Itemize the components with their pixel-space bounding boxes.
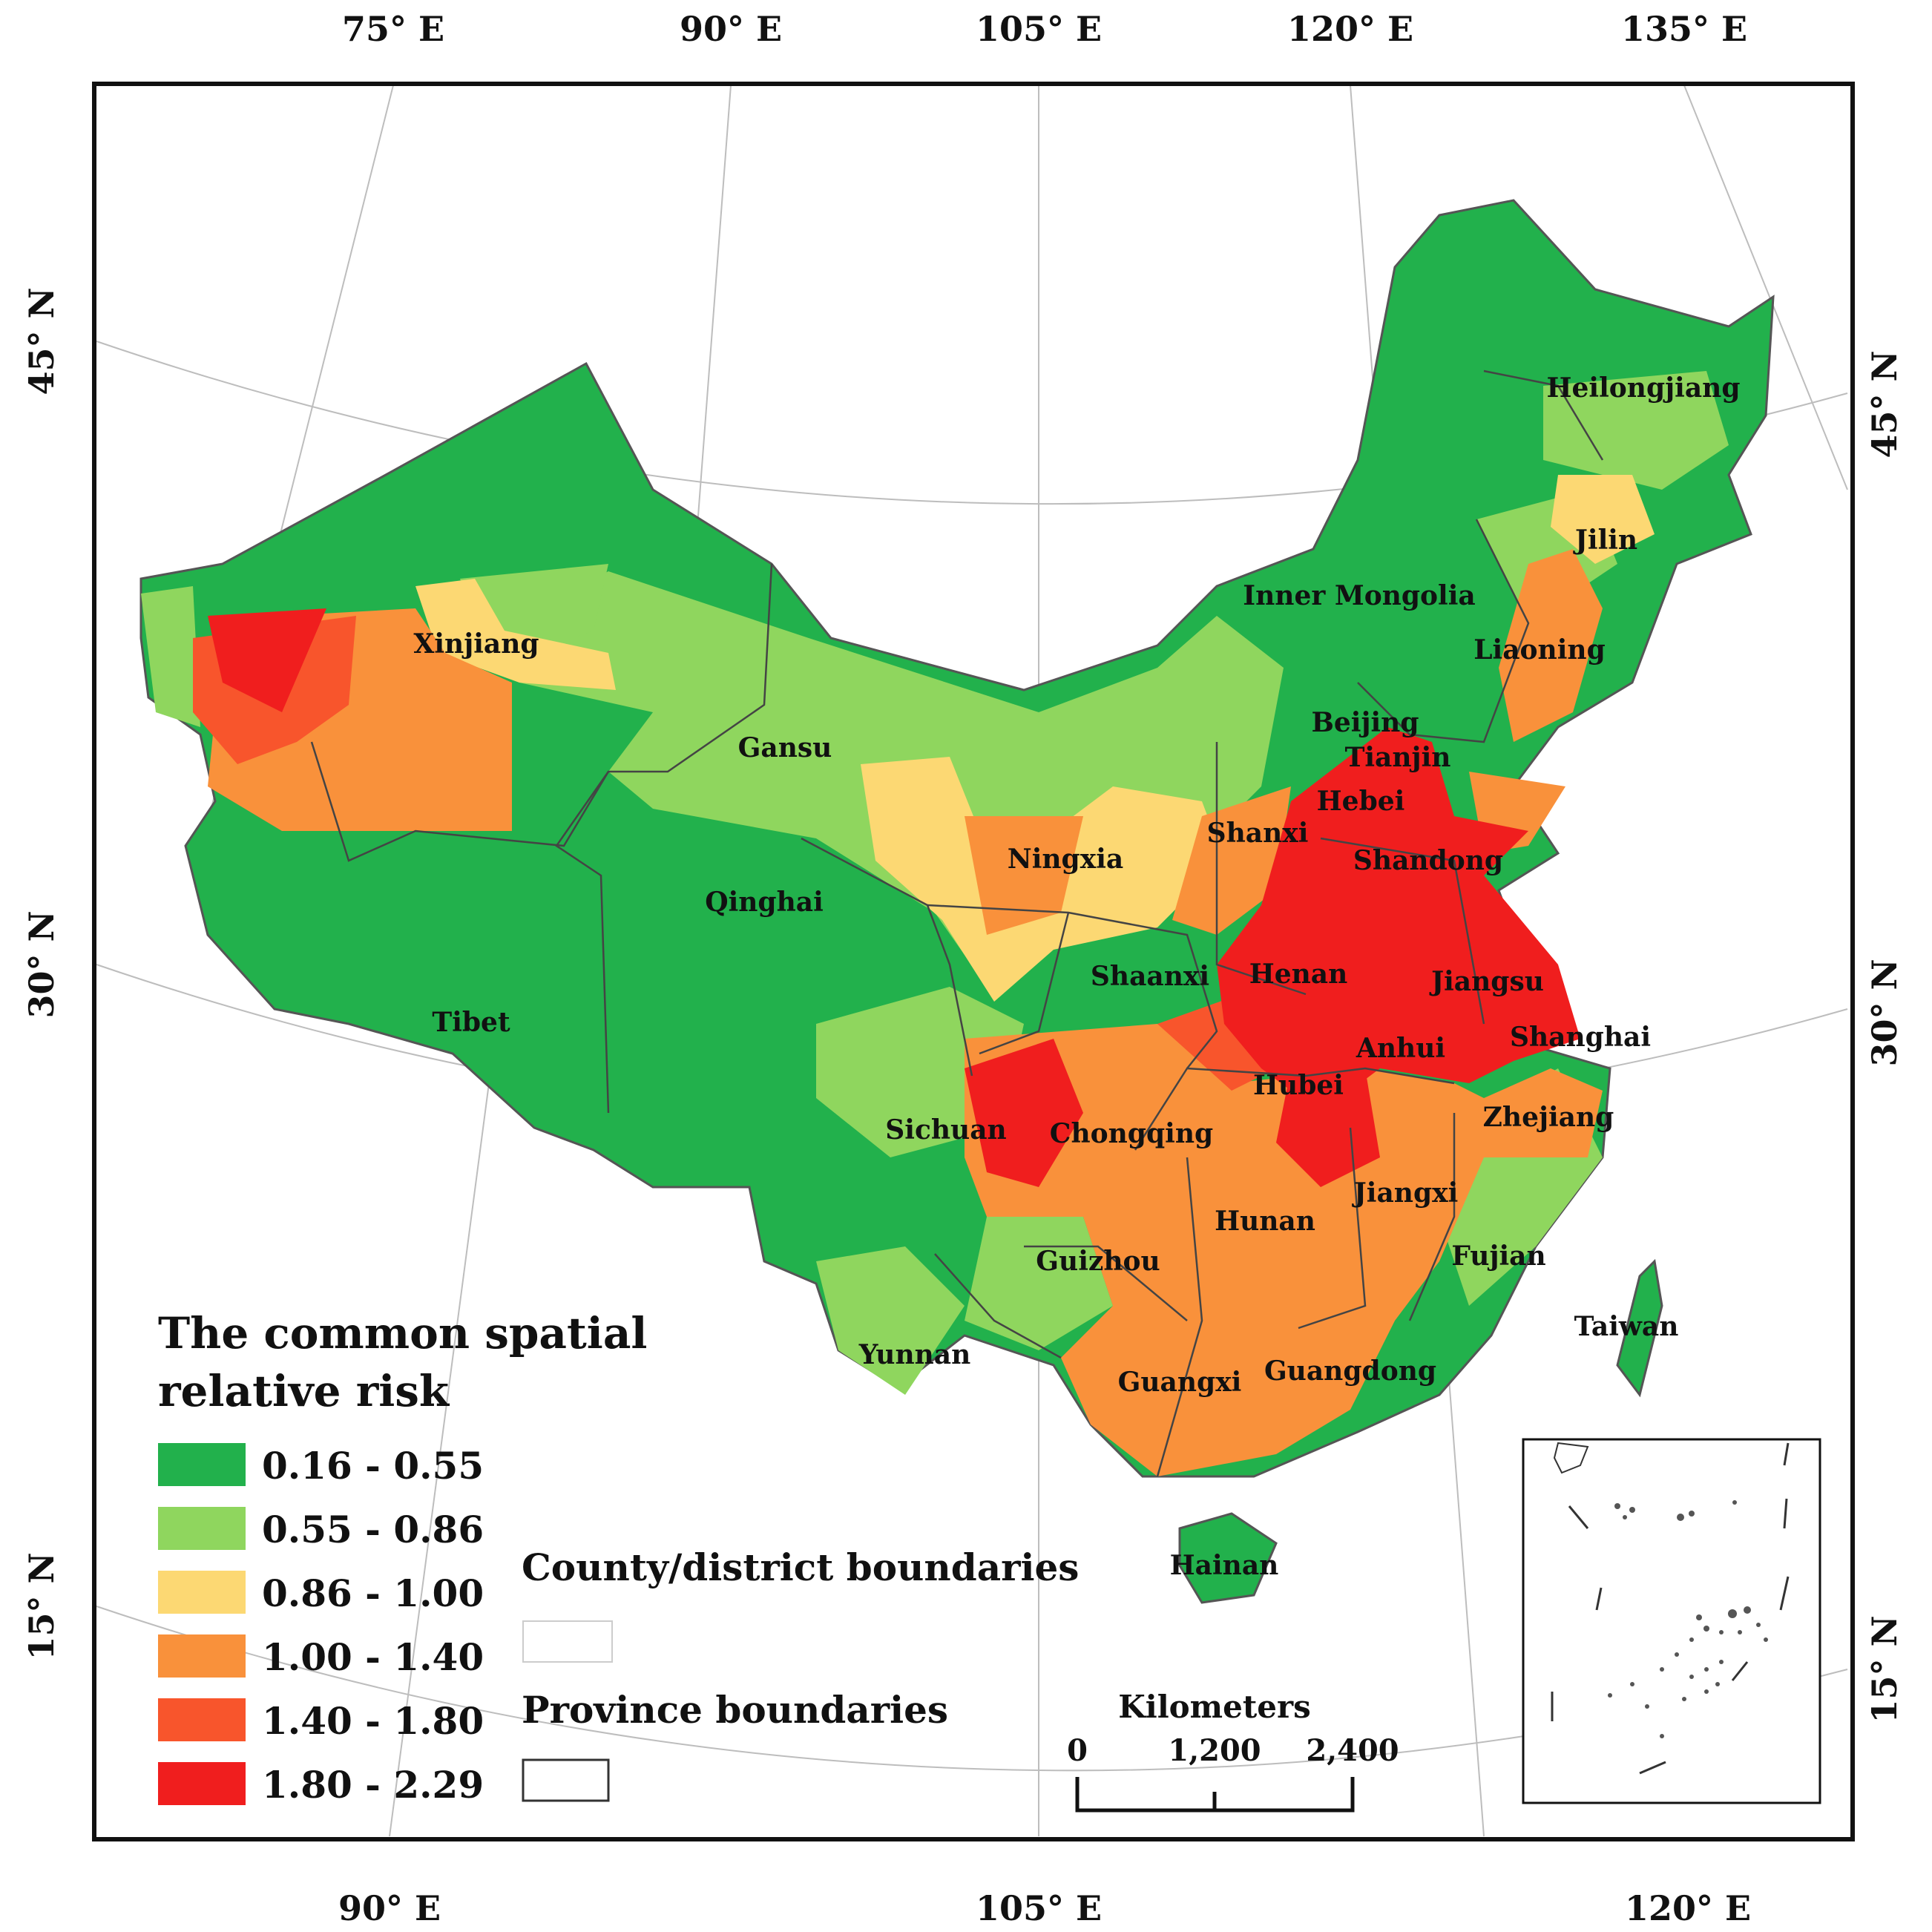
scale-bar-title: Kilometers bbox=[1118, 1689, 1311, 1725]
legend-swatch-6 bbox=[158, 1762, 246, 1805]
legend-rows: 0.16 - 0.55 0.55 - 0.86 0.86 - 1.00 1.00 - … bbox=[158, 1443, 484, 1807]
boundary-legend: County/district boundaries Province boun… bbox=[522, 1545, 1079, 1802]
china-mainland bbox=[139, 199, 1775, 1478]
label-tibet: Tibet bbox=[432, 1007, 510, 1038]
inset-islands bbox=[1608, 1500, 1768, 1738]
label-guizhou: Guizhou bbox=[1036, 1246, 1160, 1277]
inset-map bbox=[1522, 1438, 1821, 1804]
label-qinghai: Qinghai bbox=[705, 887, 824, 918]
legend-swatch-3 bbox=[158, 1571, 246, 1614]
label-hunan: Hunan bbox=[1215, 1206, 1315, 1237]
label-fujian: Fujian bbox=[1451, 1241, 1545, 1272]
legend-title-line2: relative risk bbox=[158, 1366, 450, 1416]
label-chongqing: Chongqing bbox=[1050, 1118, 1213, 1149]
label-sichuan: Sichuan bbox=[885, 1114, 1006, 1146]
label-gansu: Gansu bbox=[738, 732, 832, 763]
top-tick-1: 75° E bbox=[342, 9, 444, 49]
left-tick-1: 45° N bbox=[22, 287, 62, 395]
right-tick-1: 45° N bbox=[1864, 350, 1905, 458]
top-tick-2: 90° E bbox=[680, 9, 782, 49]
top-tick-4: 120° E bbox=[1287, 9, 1413, 49]
scale-bar-line bbox=[1075, 1777, 1355, 1813]
label-shanghai: Shanghai bbox=[1510, 1022, 1651, 1053]
inset-dash-lines bbox=[1551, 1442, 1790, 1775]
province-labels: Heilongjiang Jilin Inner Mongolia Liaoni… bbox=[413, 372, 1740, 1581]
label-guangxi: Guangxi bbox=[1118, 1367, 1242, 1398]
county-boundaries-swatch bbox=[522, 1620, 613, 1663]
legend-label-1: 0.16 - 0.55 bbox=[262, 1444, 484, 1488]
label-henan: Henan bbox=[1249, 959, 1348, 990]
inset-coastline bbox=[1553, 1442, 1589, 1474]
legend-label-2: 0.55 - 0.86 bbox=[262, 1508, 484, 1551]
bottom-tick-2: 105° E bbox=[976, 1888, 1102, 1928]
label-tianjin: Tianjin bbox=[1345, 742, 1451, 773]
legend-label-6: 1.80 - 2.29 bbox=[262, 1763, 484, 1807]
label-hubei: Hubei bbox=[1253, 1070, 1344, 1101]
hainan-island bbox=[1178, 1512, 1278, 1604]
label-shandong: Shandong bbox=[1353, 845, 1503, 876]
label-taiwan: Taiwan bbox=[1574, 1311, 1679, 1342]
label-anhui: Anhui bbox=[1356, 1033, 1445, 1064]
bottom-tick-1: 90° E bbox=[338, 1888, 441, 1928]
scale-tick-0: 0 bbox=[1067, 1733, 1088, 1768]
province-boundaries-label: Province boundaries bbox=[522, 1688, 948, 1732]
top-tick-5: 135° E bbox=[1621, 9, 1747, 49]
map-frame bbox=[92, 82, 1855, 1841]
taiwan-island bbox=[1616, 1258, 1663, 1398]
label-shaanxi: Shaanxi bbox=[1091, 961, 1209, 992]
legend-label-4: 1.00 - 1.40 bbox=[262, 1635, 484, 1679]
label-heilongjiang: Heilongjiang bbox=[1547, 372, 1741, 404]
left-tick-3: 15° N bbox=[22, 1552, 62, 1660]
label-guangdong: Guangdong bbox=[1264, 1356, 1436, 1387]
province-boundaries-swatch bbox=[522, 1758, 610, 1802]
legend-swatch-1 bbox=[158, 1443, 246, 1486]
legend-label-5: 1.40 - 1.80 bbox=[262, 1699, 484, 1743]
legend-swatch-2 bbox=[158, 1507, 246, 1550]
label-ningxia: Ningxia bbox=[1008, 844, 1123, 875]
top-tick-3: 105° E bbox=[976, 9, 1102, 49]
county-boundaries-label: County/district boundaries bbox=[522, 1545, 1079, 1589]
right-tick-2: 30° N bbox=[1864, 959, 1905, 1066]
inset-frame bbox=[1522, 1438, 1821, 1804]
label-hebei: Hebei bbox=[1317, 786, 1405, 817]
label-jiangsu: Jiangsu bbox=[1429, 966, 1544, 997]
right-tick-3: 15° N bbox=[1864, 1615, 1905, 1723]
label-hainan: Hainan bbox=[1170, 1550, 1279, 1581]
label-inner-mongolia: Inner Mongolia bbox=[1243, 580, 1476, 611]
scale-tick-2: 2,400 bbox=[1306, 1733, 1399, 1768]
label-xinjiang: Xinjiang bbox=[413, 628, 539, 660]
legend-label-3: 0.86 - 1.00 bbox=[262, 1571, 484, 1615]
label-jiangxi: Jiangxi bbox=[1352, 1177, 1459, 1209]
left-tick-2: 30° N bbox=[22, 910, 62, 1018]
bottom-tick-3: 120° E bbox=[1625, 1888, 1751, 1928]
label-beijing: Beijing bbox=[1311, 707, 1419, 738]
label-jilin: Jilin bbox=[1573, 525, 1637, 556]
graticule-labels: 75° E 90° E 105° E 120° E 135° E 90° E 1… bbox=[22, 9, 1905, 1928]
legend-swatch-5 bbox=[158, 1698, 246, 1741]
legend-title-line1: The common spatial bbox=[158, 1308, 647, 1358]
label-zhejiang: Zhejiang bbox=[1483, 1102, 1614, 1133]
scale-tick-1: 1,200 bbox=[1168, 1733, 1261, 1768]
label-shanxi: Shanxi bbox=[1207, 818, 1309, 849]
label-yunnan: Yunnan bbox=[858, 1339, 971, 1370]
legend: The common spatial relative risk 0.16 - … bbox=[158, 1308, 647, 1807]
label-liaoning: Liaoning bbox=[1473, 634, 1606, 666]
scale-bar: Kilometers 0 1,200 2,400 bbox=[1067, 1689, 1399, 1813]
legend-swatch-4 bbox=[158, 1634, 246, 1678]
